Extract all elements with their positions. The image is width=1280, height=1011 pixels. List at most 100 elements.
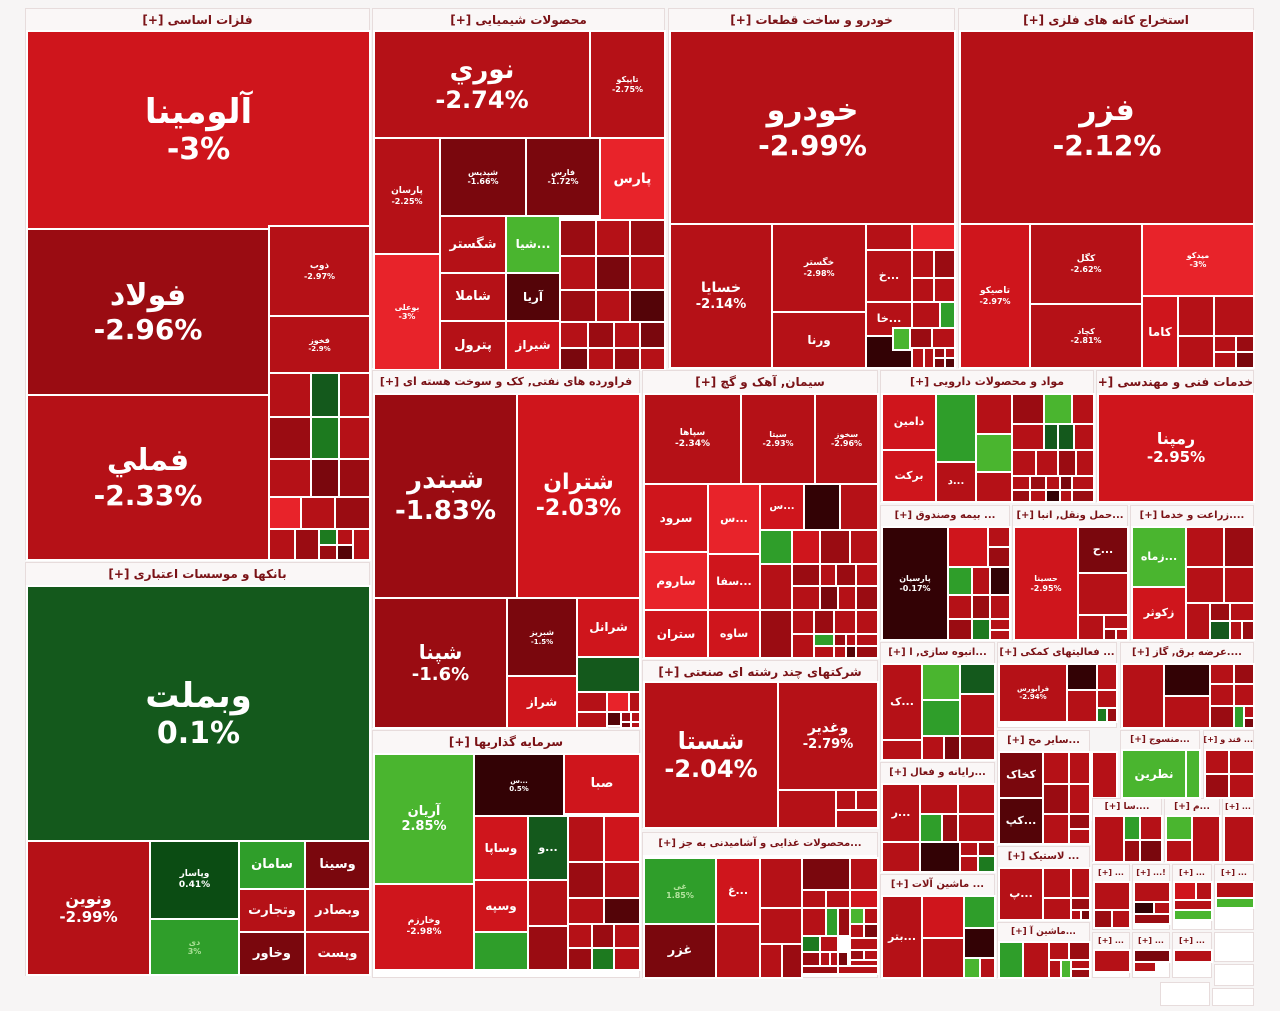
stock-tile-small[interactable] — [1213, 335, 1237, 353]
stock-tile-small[interactable] — [1215, 881, 1255, 899]
stock-tile-small[interactable] — [933, 347, 946, 359]
stock-tile-small[interactable] — [310, 416, 340, 460]
stock-tile-small[interactable] — [989, 566, 1011, 596]
sector-header-textiles[interactable]: ...منسوج [+] — [1121, 731, 1199, 749]
stock-tile-small[interactable] — [935, 393, 977, 463]
stock-tile-small[interactable] — [1163, 695, 1211, 729]
stock-tile-small[interactable] — [1029, 475, 1047, 491]
stock-tile-small[interactable] — [1096, 663, 1118, 691]
stock-tile[interactable]: ...غ — [715, 857, 761, 925]
stock-tile[interactable]: شتران -2.03% — [516, 393, 641, 599]
stock-tile[interactable]: ...د — [935, 461, 977, 503]
stock-tile-small[interactable] — [1048, 941, 1070, 961]
stock-tile[interactable]: ...خا — [865, 301, 913, 337]
stock-tile[interactable]: شاملا — [439, 272, 507, 322]
stock-tile-small[interactable] — [863, 923, 879, 939]
stock-tile-small[interactable] — [944, 357, 956, 369]
stock-tile-small[interactable] — [567, 923, 593, 949]
stock-tile-small[interactable] — [977, 841, 996, 857]
stock-tile-small[interactable] — [629, 255, 666, 291]
stock-tile-small[interactable] — [1213, 295, 1255, 337]
stock-tile-small[interactable] — [1209, 705, 1235, 729]
stock-tile-small[interactable] — [1068, 751, 1091, 785]
sector-header-misc-2[interactable]: ... [+] — [1093, 865, 1129, 881]
stock-tile-small[interactable] — [1077, 614, 1105, 641]
stock-tile-small[interactable] — [791, 563, 821, 587]
stock-tile-small[interactable] — [576, 656, 641, 693]
stock-tile-small[interactable] — [849, 907, 865, 925]
stock-tile-small[interactable] — [819, 563, 837, 587]
stock-tile-small[interactable] — [567, 947, 593, 971]
stock-tile[interactable]: برکت — [881, 449, 937, 503]
stock-tile[interactable]: وغدیر -2.79% — [777, 681, 879, 791]
stock-tile-small[interactable] — [318, 544, 338, 561]
stock-tile-small[interactable] — [268, 372, 312, 418]
sector-header-pharma[interactable]: مواد و محصولات دارویی [+] — [881, 371, 1093, 393]
stock-tile-small[interactable] — [606, 711, 622, 727]
sector-header-machinery-a[interactable]: ...ماشین آ [+] — [998, 923, 1089, 941]
stock-tile[interactable]: حسینا -2.95% — [1013, 526, 1079, 641]
stock-tile-small[interactable] — [845, 633, 857, 647]
stock-tile-small[interactable] — [1123, 815, 1141, 841]
stock-tile[interactable]: نوري -2.74% — [373, 30, 591, 139]
stock-tile-small[interactable] — [595, 255, 631, 291]
stock-tile-small[interactable] — [1165, 839, 1193, 863]
stock-tile-small[interactable] — [933, 277, 956, 303]
stock-tile-small[interactable] — [1096, 689, 1118, 709]
stock-tile[interactable]: ...س 0.5% — [473, 753, 565, 817]
stock-tile-small[interactable] — [975, 433, 1013, 473]
stock-tile-small[interactable] — [1070, 897, 1091, 911]
stock-tile-small[interactable] — [921, 937, 965, 979]
stock-tile-small[interactable] — [591, 923, 615, 949]
stock-tile-small[interactable] — [715, 923, 761, 979]
stock-tile-small[interactable] — [855, 609, 879, 635]
sector-header-misc-5[interactable]: ... [+] — [1215, 865, 1253, 881]
stock-tile[interactable]: رمپنا -2.95% — [1097, 393, 1255, 503]
stock-tile-small[interactable] — [855, 563, 879, 587]
stock-tile-small[interactable] — [595, 219, 631, 257]
sector-header-auto[interactable]: خودرو و ساخت قطعات [+] — [669, 9, 954, 31]
stock-tile-small[interactable] — [845, 645, 857, 659]
stock-tile-small[interactable] — [975, 471, 1013, 503]
stock-tile[interactable]: دامین — [881, 393, 937, 451]
stock-tile-small[interactable] — [791, 609, 815, 635]
stock-tile-small[interactable] — [835, 563, 857, 587]
stock-tile-small[interactable] — [1045, 489, 1061, 503]
stock-tile-small[interactable] — [1042, 813, 1070, 845]
stock-tile[interactable]: ...س — [707, 483, 761, 555]
sector-header-conglomerates[interactable]: شرکتهای چند رشته ای صنعتی [+] — [643, 661, 877, 683]
stock-tile-small[interactable] — [947, 526, 989, 568]
stock-tile-small[interactable] — [855, 789, 879, 811]
stock-tile-small[interactable] — [791, 585, 821, 611]
stock-tile-small[interactable] — [759, 857, 803, 909]
stock-tile[interactable]: تاصیکو -2.97% — [959, 223, 1031, 369]
stock-tile-small[interactable] — [352, 528, 371, 561]
stock-tile[interactable]: پترول — [439, 320, 507, 371]
sector-header-machinery[interactable]: ... ماشین آلات [+] — [881, 875, 994, 895]
sector-header-misc-3[interactable]: !... [+] — [1133, 865, 1169, 881]
stock-tile[interactable]: وسپه — [473, 879, 529, 933]
stock-tile-small[interactable] — [1123, 839, 1141, 863]
stock-tile-small[interactable] — [1048, 959, 1062, 979]
stock-tile-small[interactable] — [791, 633, 815, 659]
stock-tile[interactable]: ...پ — [998, 867, 1044, 921]
stock-tile-small[interactable] — [803, 483, 841, 531]
stock-tile-small[interactable] — [977, 855, 996, 873]
stock-tile-small[interactable] — [909, 327, 933, 349]
stock-tile[interactable]: وتجارت — [238, 888, 306, 933]
stock-tile-small[interactable] — [629, 219, 666, 257]
stock-tile-small[interactable] — [1223, 526, 1255, 568]
stock-tile-small[interactable] — [933, 357, 946, 369]
stock-tile-small[interactable] — [833, 633, 847, 647]
stock-tile-small[interactable] — [1071, 393, 1095, 425]
sector-header-misc-8[interactable]: ... [+] — [1173, 933, 1211, 949]
stock-tile-small[interactable] — [1096, 707, 1108, 723]
stock-tile[interactable]: وپست — [304, 931, 371, 976]
stock-tile-small[interactable] — [1204, 773, 1230, 799]
sector-header-misc-6[interactable]: ... [+] — [1093, 933, 1129, 949]
stock-tile-small[interactable] — [1042, 751, 1070, 785]
stock-tile-small[interactable] — [1011, 489, 1031, 503]
stock-tile-small[interactable] — [971, 566, 991, 596]
stock-tile-small[interactable] — [639, 321, 666, 349]
stock-tile-small[interactable] — [801, 935, 821, 953]
